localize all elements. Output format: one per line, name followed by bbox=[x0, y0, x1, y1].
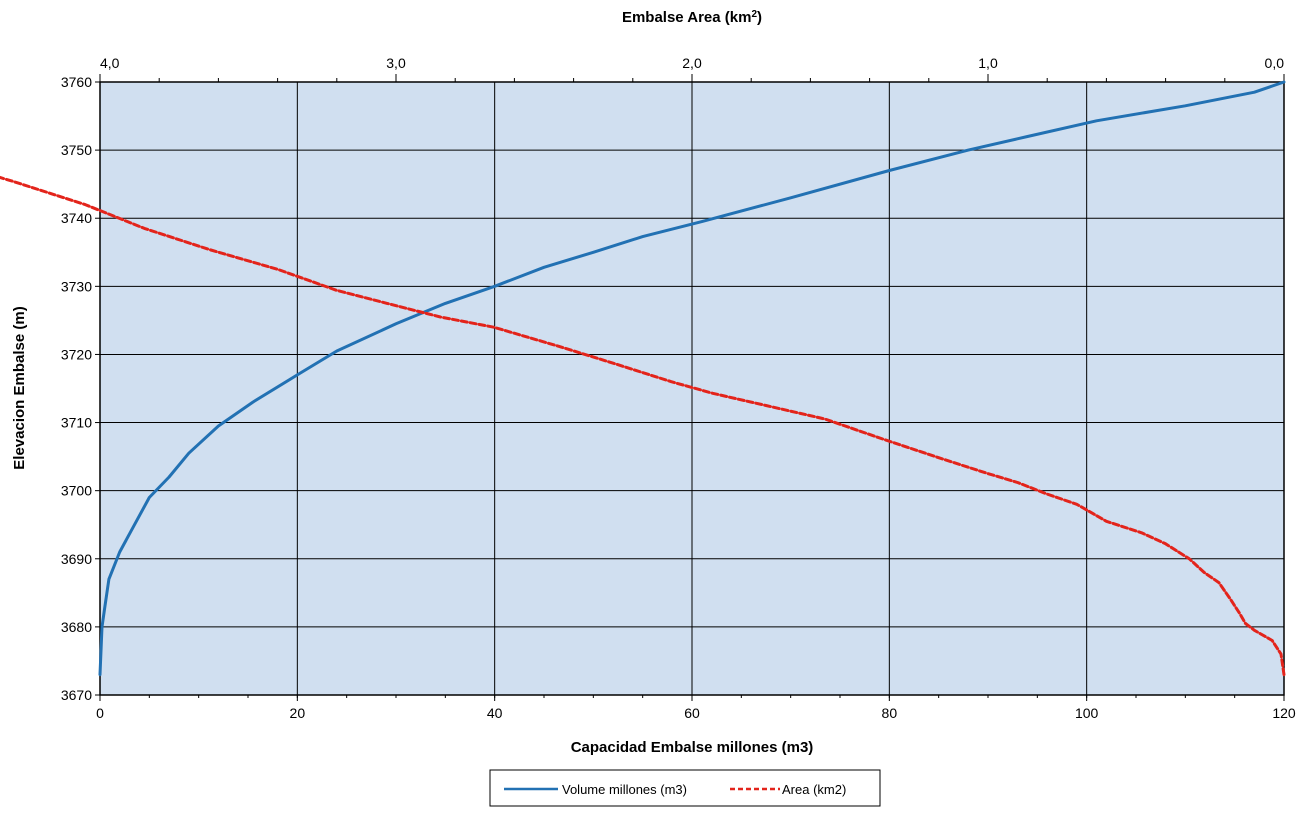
y-tick-label: 3670 bbox=[61, 687, 92, 703]
legend-area-label: Area (km2) bbox=[782, 782, 846, 797]
x-tick-label: 20 bbox=[290, 705, 306, 721]
series-layer bbox=[0, 80, 1286, 677]
x-tick-label: 80 bbox=[882, 705, 898, 721]
y-tick-label: 3700 bbox=[61, 483, 92, 499]
y-tick-label: 3730 bbox=[61, 278, 92, 294]
legend-volume-label: Volume millones (m3) bbox=[562, 782, 687, 797]
x-tick-label: 0 bbox=[96, 705, 104, 721]
y-tick-label: 3690 bbox=[61, 551, 92, 567]
x-tick-label: 60 bbox=[684, 705, 700, 721]
tick-labels: 3670 3680 3690 3700 3710 3720 3730 3740 3750 3760… bbox=[61, 55, 1296, 721]
x2-tick-label: 2,0 bbox=[682, 55, 702, 71]
x2-tick-label: 1,0 bbox=[978, 55, 998, 71]
y-tick-label: 3680 bbox=[61, 619, 92, 635]
area-series-line bbox=[0, 175, 1286, 677]
y-tick-label: 3750 bbox=[61, 142, 92, 158]
x2-tick-label: 0,0 bbox=[1265, 55, 1285, 71]
x2-tick-label: 4,0 bbox=[100, 55, 120, 71]
x-tick-label: 40 bbox=[487, 705, 503, 721]
x-tick-label: 100 bbox=[1075, 705, 1099, 721]
y-tick-label: 3740 bbox=[61, 210, 92, 226]
top-axis-title: Embalse Area (km2) bbox=[622, 9, 762, 26]
legend: Volume millones (m3) Area (km2) bbox=[489, 769, 881, 807]
x-tick-label: 120 bbox=[1272, 705, 1296, 721]
volume-series-line bbox=[98, 80, 1286, 677]
y-axis-title: Elevacion Embalse (m) bbox=[11, 306, 28, 469]
y-tick-label: 3710 bbox=[61, 415, 92, 431]
y-tick-label: 3720 bbox=[61, 346, 92, 362]
y-tick-label: 3760 bbox=[61, 74, 92, 90]
ticks bbox=[95, 74, 1285, 701]
x2-tick-label: 3,0 bbox=[386, 55, 406, 71]
x-axis-title: Capacidad Embalse millones (m3) bbox=[571, 739, 814, 756]
